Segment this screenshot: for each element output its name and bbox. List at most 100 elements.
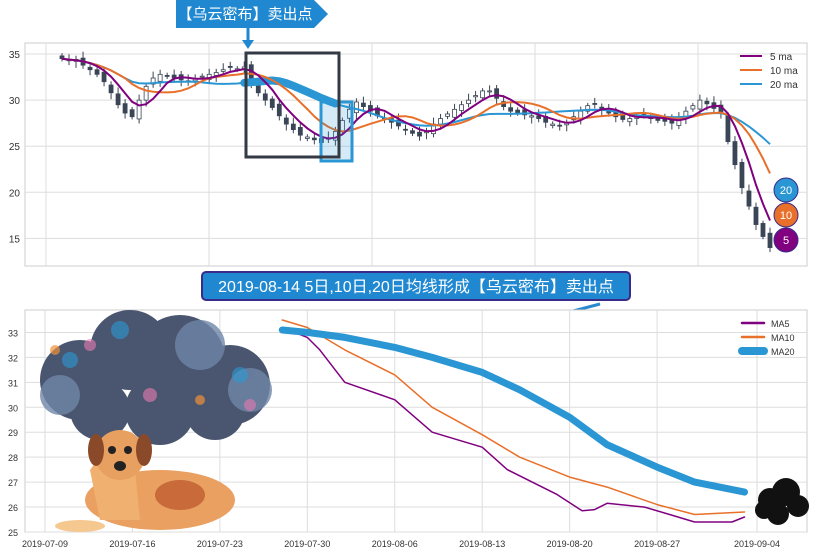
top-banner-text: 【乌云密布】卖出点 [177, 6, 312, 23]
y-tick-label: 31 [8, 378, 18, 388]
ma20-line [61, 57, 771, 145]
candle [515, 109, 521, 114]
candle [760, 223, 766, 237]
candle [227, 66, 233, 68]
candle [536, 115, 542, 119]
candle [157, 73, 163, 82]
candle [262, 93, 268, 101]
candle [585, 105, 591, 112]
ma-marker [773, 227, 799, 253]
x-tick-label: 2019-07-23 [197, 539, 243, 549]
legend-label: 10 ma [770, 66, 798, 77]
y-tick-label: 30 [8, 403, 18, 413]
candle [304, 136, 310, 139]
candle [627, 118, 633, 123]
candle [213, 72, 219, 76]
y-tick-label: 29 [8, 428, 18, 438]
bottom-legend: MA5 MA10 MA20 [738, 319, 795, 357]
candle [164, 75, 170, 77]
candle [115, 93, 121, 106]
candle [410, 130, 415, 134]
ma-marker [773, 177, 799, 203]
legend-label: MA20 [771, 347, 795, 357]
y-tick-label: 27 [8, 478, 18, 488]
candle [487, 90, 493, 93]
dark-cloud-illustration [40, 310, 272, 445]
candle [704, 100, 710, 105]
candle [87, 66, 93, 71]
legend-label: 5 ma [770, 52, 793, 63]
candle [480, 90, 485, 99]
candle [739, 162, 745, 189]
x-tick-label: 2019-08-27 [634, 539, 680, 549]
candle [725, 114, 731, 142]
candle [550, 123, 556, 126]
mid-banner-text: 2019-08-14 5日,10日,20日均线形成【乌云密布】卖出点 [218, 278, 614, 296]
top-legend: 5 ma 10 ma 20 ma [740, 52, 798, 91]
x-tick-label: 2019-07-30 [284, 539, 330, 549]
ma10-line [281, 319, 746, 516]
ma-marker-label: 5 [783, 235, 789, 247]
x-tick-label: 2019-08-13 [459, 539, 505, 549]
candle [283, 117, 289, 125]
y-tick-label: 30 [9, 96, 21, 107]
candle [403, 128, 408, 131]
y-tick-label: 15 [9, 234, 21, 245]
y-tick-label: 33 [8, 328, 18, 338]
dog-illustration [55, 430, 235, 532]
candle [662, 118, 668, 122]
candle [494, 88, 500, 99]
y-tick-label: 26 [8, 503, 18, 513]
y-tick-label: 25 [8, 528, 18, 538]
candle [557, 124, 563, 127]
candle [473, 95, 478, 98]
top-banner: 【乌云密布】卖出点 [176, 0, 328, 49]
candle [143, 85, 149, 101]
ma-marker [773, 202, 799, 228]
ma5-line [61, 57, 771, 221]
candle [311, 137, 317, 141]
y-tick-label: 32 [8, 353, 18, 363]
ma10-line [61, 57, 771, 174]
candle [368, 105, 373, 112]
candle [697, 99, 703, 110]
x-tick-label: 2019-09-04 [734, 539, 780, 549]
candle [361, 102, 366, 107]
candle [452, 108, 457, 118]
candle [767, 232, 773, 248]
candle [753, 206, 759, 225]
candle [655, 118, 661, 121]
y-tick-label: 28 [8, 453, 18, 463]
candle [732, 141, 738, 166]
candle [354, 101, 359, 114]
candle [59, 55, 65, 60]
candle [529, 115, 535, 118]
top-plot-area [24, 42, 808, 267]
candle [129, 109, 135, 118]
candle [297, 127, 303, 136]
candle [122, 103, 128, 114]
candle [101, 71, 107, 83]
candle [276, 103, 282, 117]
y-tick-label: 20 [9, 188, 21, 199]
highlight-box-blue [319, 100, 354, 163]
y-tick-label: 35 [9, 50, 21, 61]
candle [269, 98, 275, 108]
x-tick-label: 2019-07-09 [22, 539, 68, 549]
candle [690, 105, 696, 110]
y-tick-label: 25 [9, 142, 21, 153]
candle [466, 99, 471, 105]
candle [108, 84, 114, 94]
candle [220, 69, 226, 72]
legend-label: 20 ma [770, 80, 798, 91]
candle [438, 118, 443, 125]
candle [592, 103, 598, 105]
mid-banner: 2019-08-14 5日,10日,20日均线形成【乌云密布】卖出点 [201, 271, 631, 320]
legend-label: MA5 [771, 319, 790, 329]
candle [445, 113, 450, 117]
candle [459, 104, 464, 111]
candle [94, 69, 100, 75]
ma5-line [281, 326, 746, 523]
black-cloud-icon [755, 478, 809, 525]
